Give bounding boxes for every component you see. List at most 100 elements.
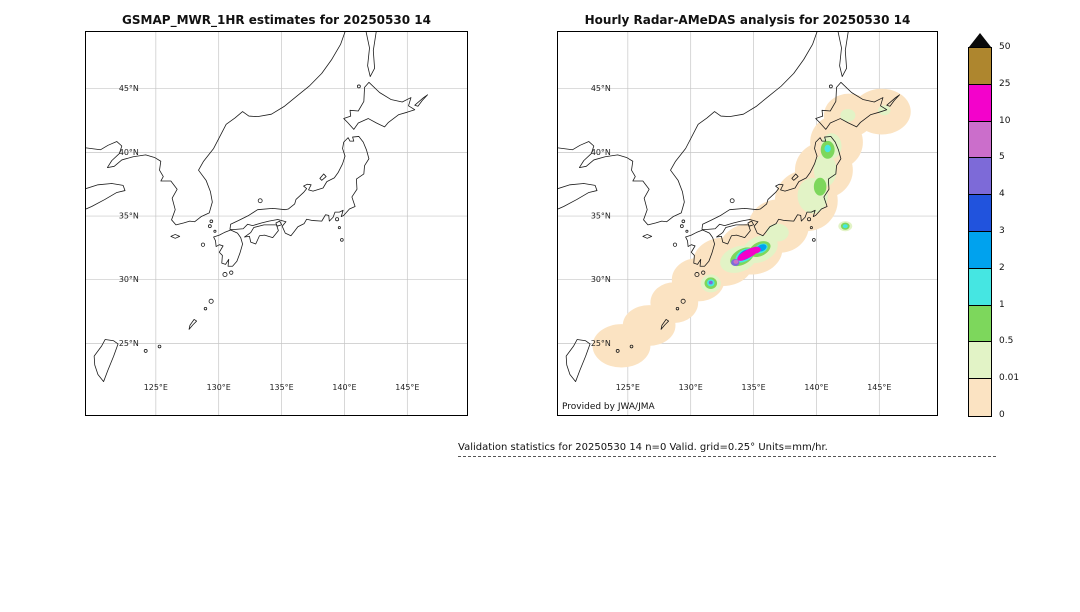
validation-text: Validation statistics for 20250530 14 n=… <box>458 442 828 453</box>
precip-blob <box>753 247 761 254</box>
colorbar-tick-label: 0 <box>999 410 1005 420</box>
islet <box>209 219 214 224</box>
coastline-path <box>213 229 243 267</box>
lat-tick-label: 30°N <box>119 275 139 284</box>
colorbar-segment <box>969 305 991 343</box>
coastline-path <box>716 224 751 245</box>
coastline-path <box>685 229 715 267</box>
precip-field <box>592 88 911 368</box>
precip-blob <box>766 223 789 242</box>
colorbar-segment <box>969 121 991 159</box>
colorbar-segment <box>969 231 991 269</box>
tick-labels: 45°N 40°N 35°N 30°N 25°N 125°E 130°E 135°E 140°E… <box>119 84 420 392</box>
left-map-svg: 45°N 40°N 35°N 30°N 25°N 125°E 130°E 135°E 140°E… <box>86 32 467 415</box>
coastline-path <box>558 32 818 226</box>
islet <box>681 219 686 224</box>
islet <box>807 217 812 222</box>
lon-tick-label: 145°E <box>867 383 891 392</box>
colorbar-tick-label: 2 <box>999 262 1005 273</box>
colorbar-segment <box>969 379 991 416</box>
validation-footer: Validation statistics for 20250530 14 n=… <box>458 442 996 457</box>
islet <box>812 238 816 242</box>
lon-tick-label: 140°E <box>804 383 828 392</box>
colorbar-tick-label: 1 <box>999 299 1005 310</box>
right-panel-title: Hourly Radar-AMeDAS analysis for 2025053… <box>584 13 911 27</box>
islet <box>679 224 684 229</box>
right-map-panel: 45°N 40°N 35°N 30°N 25°N 125°E 130°E 135°E 140°E… <box>557 31 938 416</box>
precip-blob <box>813 177 827 196</box>
tick-labels: 45°N 40°N 35°N 30°N 25°N 125°E 130°E 135°E 140°E… <box>591 84 892 392</box>
colorbar-tick-label: 0.5 <box>999 336 1014 347</box>
colorbar-tick-label: 50 <box>999 42 1011 52</box>
lat-tick-label: 40°N <box>119 148 139 157</box>
coastline-path <box>343 81 416 130</box>
coastline-path <box>660 318 670 330</box>
islet <box>340 238 344 242</box>
colorbar-tick-label: 4 <box>999 189 1005 200</box>
lat-tick-label: 25°N <box>591 339 611 348</box>
lon-tick-label: 125°E <box>616 383 640 392</box>
colorbar-segment <box>969 342 991 380</box>
coastline-path <box>170 234 181 239</box>
precip-blob <box>842 224 848 229</box>
colorbar-segment <box>969 268 991 306</box>
precip-blob <box>708 280 713 285</box>
islet <box>694 272 700 278</box>
colorbar-segment <box>969 48 991 85</box>
islet <box>701 270 706 275</box>
lat-tick-label: 40°N <box>591 148 611 157</box>
islet <box>828 84 833 89</box>
lat-tick-label: 35°N <box>119 212 139 221</box>
coastline-path <box>565 339 591 382</box>
islet <box>337 226 341 230</box>
lon-tick-label: 135°E <box>270 383 294 392</box>
coastline-path <box>188 318 198 330</box>
islet <box>335 217 340 222</box>
coastline-path <box>886 94 900 107</box>
coastline-path <box>815 81 888 130</box>
coastlines <box>86 32 429 382</box>
islet <box>675 306 680 311</box>
coastlines <box>558 32 900 382</box>
lat-tick-label: 25°N <box>119 339 139 348</box>
islet <box>222 272 228 278</box>
coastline-path <box>414 94 429 107</box>
islet <box>356 84 361 89</box>
lat-tick-label: 30°N <box>591 275 611 284</box>
left-map-panel: 45°N 40°N 35°N 30°N 25°N 125°E 130°E 135°E 140°E… <box>85 31 468 416</box>
islet <box>157 344 162 349</box>
coastline-path <box>86 183 126 210</box>
coastline-path <box>837 32 849 77</box>
right-map-svg: 45°N 40°N 35°N 30°N 25°N 125°E 130°E 135°E 140°E… <box>558 32 937 415</box>
lon-tick-label: 130°E <box>207 383 231 392</box>
lat-tick-label: 45°N <box>591 84 611 93</box>
islet <box>672 242 678 247</box>
colorbar-tick-label: 25 <box>999 78 1011 89</box>
precip-blob <box>733 259 739 264</box>
islet <box>203 306 208 311</box>
lon-tick-label: 135°E <box>741 383 765 392</box>
islet <box>629 344 634 349</box>
coastline-path <box>244 224 279 245</box>
precip-blob <box>824 144 831 153</box>
islet <box>229 270 234 275</box>
colorbar-tick-label: 0.01 <box>999 373 1020 384</box>
islet <box>685 229 689 233</box>
colorbar-tick-label: 10 <box>999 115 1011 126</box>
gridlines <box>86 32 467 415</box>
coastline-path <box>791 173 799 181</box>
coastline-path <box>642 234 653 239</box>
lat-tick-label: 35°N <box>591 212 611 221</box>
coastline-path <box>747 220 754 227</box>
colorbar-segment <box>969 158 991 196</box>
islet <box>680 298 686 304</box>
coastline-path <box>365 32 377 77</box>
islet <box>213 229 217 233</box>
precip-blob <box>840 109 856 122</box>
coastline-path <box>229 136 370 237</box>
coastline-path <box>319 173 327 181</box>
coastline-path <box>93 339 119 382</box>
lon-tick-label: 125°E <box>144 383 168 392</box>
lon-tick-label: 130°E <box>679 383 703 392</box>
islet <box>615 349 620 353</box>
